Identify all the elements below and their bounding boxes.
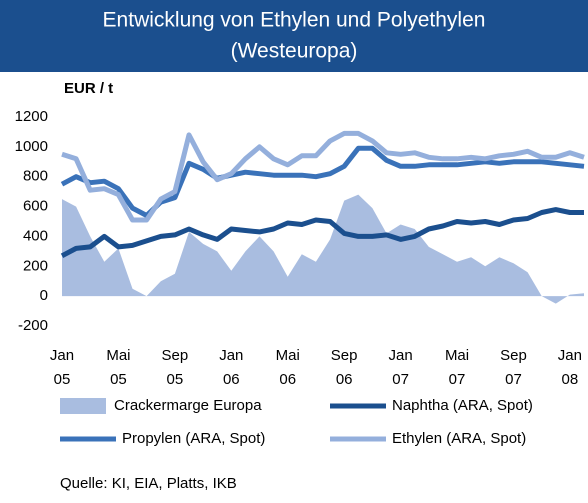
source-note: Quelle: KI, EIA, Platts, IKB [60, 475, 237, 492]
y-axis-label: EUR / t [64, 80, 113, 97]
x-tick-label: Jan [389, 347, 413, 364]
legend-label: Crackermarge Europa [114, 397, 262, 414]
line [61, 130, 585, 223]
header-band [0, 0, 588, 72]
y-tick-label: 1200 [15, 108, 48, 125]
line [60, 145, 585, 218]
x-tick-label: Mai [106, 347, 130, 364]
y-tick-label: 0 [40, 287, 48, 304]
y-tick-label: 600 [23, 198, 48, 215]
y-tick-label: 1000 [15, 138, 48, 155]
y-tick-label: 200 [23, 257, 48, 274]
y-tick-label: -200 [18, 317, 48, 334]
area [62, 194, 584, 304]
y-tick-label: 400 [23, 227, 48, 244]
x-tick-label: Sep [331, 347, 358, 364]
x-tick-label: 05 [54, 371, 71, 388]
x-tick-label: Mai [276, 347, 300, 364]
x-tick-label: Sep [500, 347, 527, 364]
chart-title: Entwicklung von Ethylen und Polyethylen [103, 9, 486, 32]
x-tick-label: 06 [279, 371, 296, 388]
x-tick-label: Mai [445, 347, 469, 364]
x-tick-label: 07 [449, 371, 466, 388]
legend-label: Ethylen (ARA, Spot) [392, 430, 526, 447]
x-tick-label: Jan [219, 347, 243, 364]
x-tick-label: 07 [392, 371, 409, 388]
x-tick-label: Sep [162, 347, 189, 364]
x-tick-label: 05 [167, 371, 184, 388]
legend-label: Naphtha (ARA, Spot) [392, 397, 533, 414]
x-tick-label: Jan [50, 347, 74, 364]
x-tick-label: 05 [110, 371, 127, 388]
x-tick-label: 07 [505, 371, 522, 388]
x-tick-label: 06 [223, 371, 240, 388]
y-tick-label: 800 [23, 168, 48, 185]
chart-subtitle: (Westeuropa) [231, 40, 358, 63]
x-tick-label: 06 [336, 371, 353, 388]
line [60, 207, 584, 259]
x-tick-label: Jan [558, 347, 582, 364]
legend-swatch [60, 398, 106, 414]
legend-label: Propylen (ARA, Spot) [122, 430, 265, 447]
x-tick-label: 08 [562, 371, 579, 388]
